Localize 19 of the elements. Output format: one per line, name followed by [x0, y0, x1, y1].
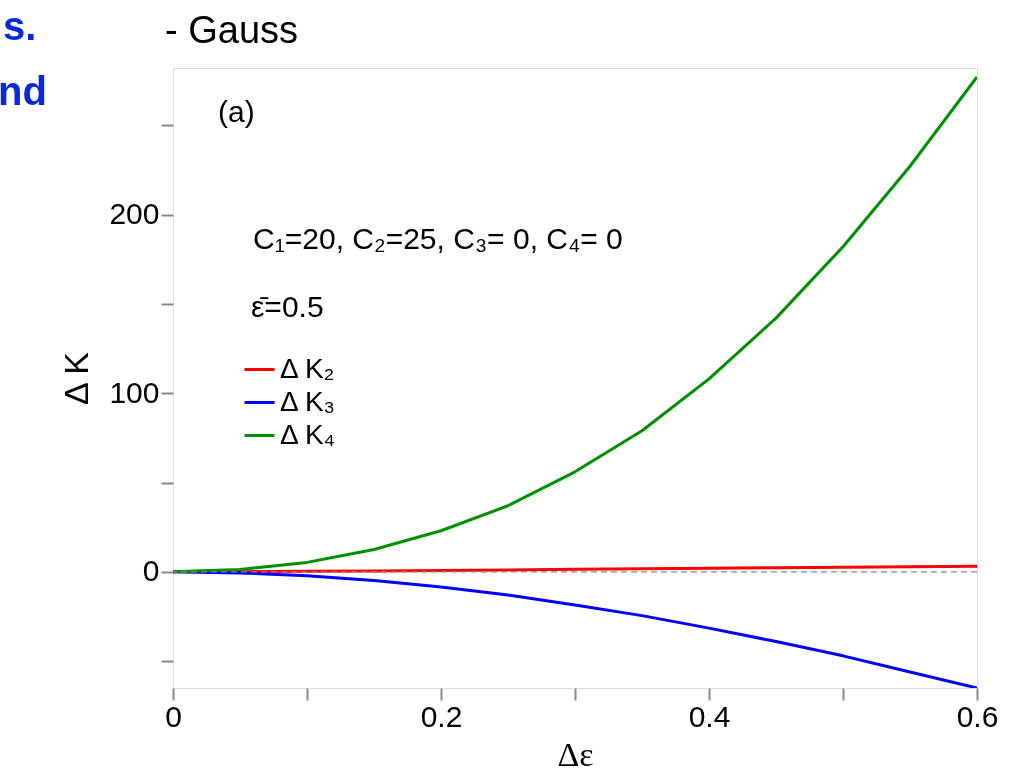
annotation: C₁=20, C₂=25, C₃= 0, C₄= 0	[253, 222, 623, 255]
y-tick-label: 200	[109, 197, 160, 231]
annotation: (a)	[218, 95, 255, 128]
x-tick-label: 0	[165, 699, 182, 733]
line-series	[173, 75, 977, 574]
y-tick-label: 0	[142, 554, 160, 588]
y-tick-label: 100	[109, 375, 160, 409]
text: nd	[0, 69, 47, 113]
x-tick-label: 0.2	[420, 699, 463, 733]
text: s.	[3, 4, 37, 48]
x-tick-label: 0.4	[688, 699, 731, 733]
x-axis-title: Δε	[557, 735, 594, 773]
legend-label: Δ K₂	[280, 352, 335, 384]
chart-title: - Gauss	[165, 9, 299, 51]
y-axis-title: Δ K	[57, 351, 96, 405]
legend-label: Δ K₄	[280, 418, 336, 450]
x-tick-label: 0.6	[956, 699, 999, 733]
annotation: ε̄=0.5	[251, 290, 324, 323]
legend-label: Δ K₃	[280, 385, 336, 417]
